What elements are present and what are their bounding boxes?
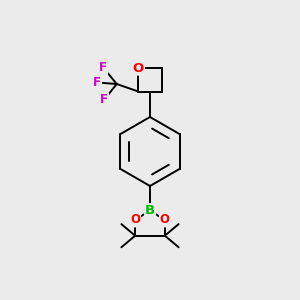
Text: F: F xyxy=(93,76,101,89)
Text: O: O xyxy=(133,61,144,75)
Text: B: B xyxy=(145,204,155,217)
Text: F: F xyxy=(100,93,108,106)
Text: O: O xyxy=(130,213,140,226)
Text: O: O xyxy=(160,213,170,226)
Text: F: F xyxy=(99,61,107,74)
